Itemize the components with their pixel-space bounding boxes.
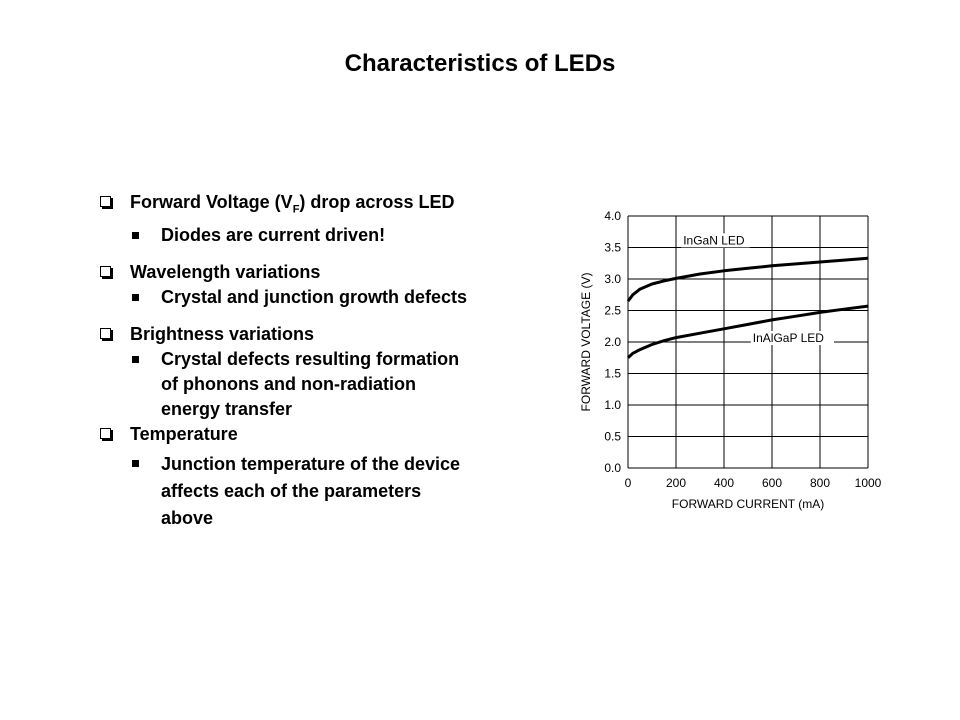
subscript-f: F [292, 203, 300, 216]
y-tick-label: 1.5 [604, 367, 621, 381]
bullet-brightness: Brightness variations [100, 322, 540, 347]
y-tick-label: 3.0 [604, 272, 621, 286]
sub-bullet-text: Diodes are current driven! [161, 224, 386, 245]
x-axis-label: FORWARD CURRENT (mA) [672, 497, 824, 511]
bullet-text: ) drop across LED [299, 192, 455, 212]
x-tick-label: 200 [666, 476, 686, 490]
checkbox-bullet-icon [100, 427, 111, 439]
sub-bullet-text: Crystal defects resulting formation [161, 348, 460, 369]
bullet-forward-voltage: Forward Voltage (VF) drop across LED [100, 190, 540, 223]
square-bullet-icon [132, 293, 139, 301]
sub-bullet: Junction temperature of the device affec… [100, 451, 540, 532]
sub-bullet-text: Junction temperature of the device [161, 453, 461, 474]
square-bullet-icon [132, 459, 139, 467]
bullet-text: Brightness variations [130, 323, 315, 344]
sub-bullet-text: affects each of the parameters [161, 480, 422, 501]
checkbox-bullet-icon [100, 327, 111, 339]
sub-bullet-text: Crystal and junction growth defects [161, 286, 468, 307]
sub-bullet: Crystal defects resulting formation of p… [100, 347, 540, 422]
series-label-bg [681, 233, 750, 248]
x-tick-label: 600 [762, 476, 782, 490]
sub-bullet: Diodes are current driven! [100, 223, 540, 248]
bullet-temperature: Temperature [100, 422, 540, 447]
y-tick-label: 2.5 [604, 304, 621, 318]
forward-voltage-chart: 0 200 400 600 800 1000 0.0 0.5 1.0 1.5 2.0 2.5 3.0 3.… [579, 209, 882, 511]
y-tick-label: 0.5 [604, 430, 621, 444]
chart-ticks: 0 200 400 600 800 1000 0.0 0.5 1.0 1.5 2.0 2.5 3.0 3.… [604, 209, 881, 490]
sub-bullet-text: energy transfer [161, 398, 293, 419]
series-label-bg [750, 331, 834, 345]
series-label: InGaN LED [683, 233, 745, 247]
y-tick-label: 4.0 [604, 209, 621, 223]
x-tick-label: 0 [625, 476, 632, 490]
chart-labels: FORWARD CURRENT (mA) FORWARD VOLTAGE (V) [579, 273, 824, 511]
checkbox-bullet-icon [100, 196, 111, 207]
checkbox-bullet-icon [100, 265, 111, 277]
square-bullet-icon [132, 231, 139, 239]
y-tick-label: 1.0 [604, 398, 621, 412]
square-bullet-icon [132, 355, 139, 363]
bullet-list: Forward Voltage (VF) drop across LED Dio… [100, 190, 540, 532]
x-tick-label: 400 [714, 476, 734, 490]
sub-bullet-text: of phonons and non-radiation [161, 373, 416, 394]
bullet-text: Wavelength variations [130, 261, 321, 282]
sub-bullet-text: above [161, 507, 214, 528]
series-line [626, 304, 869, 359]
bullet-text: Forward Voltage (V [130, 192, 293, 212]
bullet-text: Temperature [130, 423, 238, 444]
y-tick-label: 2.0 [604, 335, 621, 349]
series-line [626, 256, 869, 303]
y-axis-label: FORWARD VOLTAGE (V) [579, 273, 593, 412]
series-label: InAlGaP LED [753, 331, 824, 345]
chart-series: InGaN LED InAlGaP LED [626, 233, 869, 359]
slide-title: Characteristics of LEDs [344, 50, 616, 77]
x-tick-label: 1000 [855, 476, 882, 490]
bullet-wavelength: Wavelength variations [100, 260, 540, 285]
x-tick-label: 800 [810, 476, 830, 490]
sub-bullet: Crystal and junction growth defects [100, 285, 540, 310]
y-tick-label: 0.0 [604, 461, 621, 475]
y-tick-label: 3.5 [604, 241, 621, 255]
